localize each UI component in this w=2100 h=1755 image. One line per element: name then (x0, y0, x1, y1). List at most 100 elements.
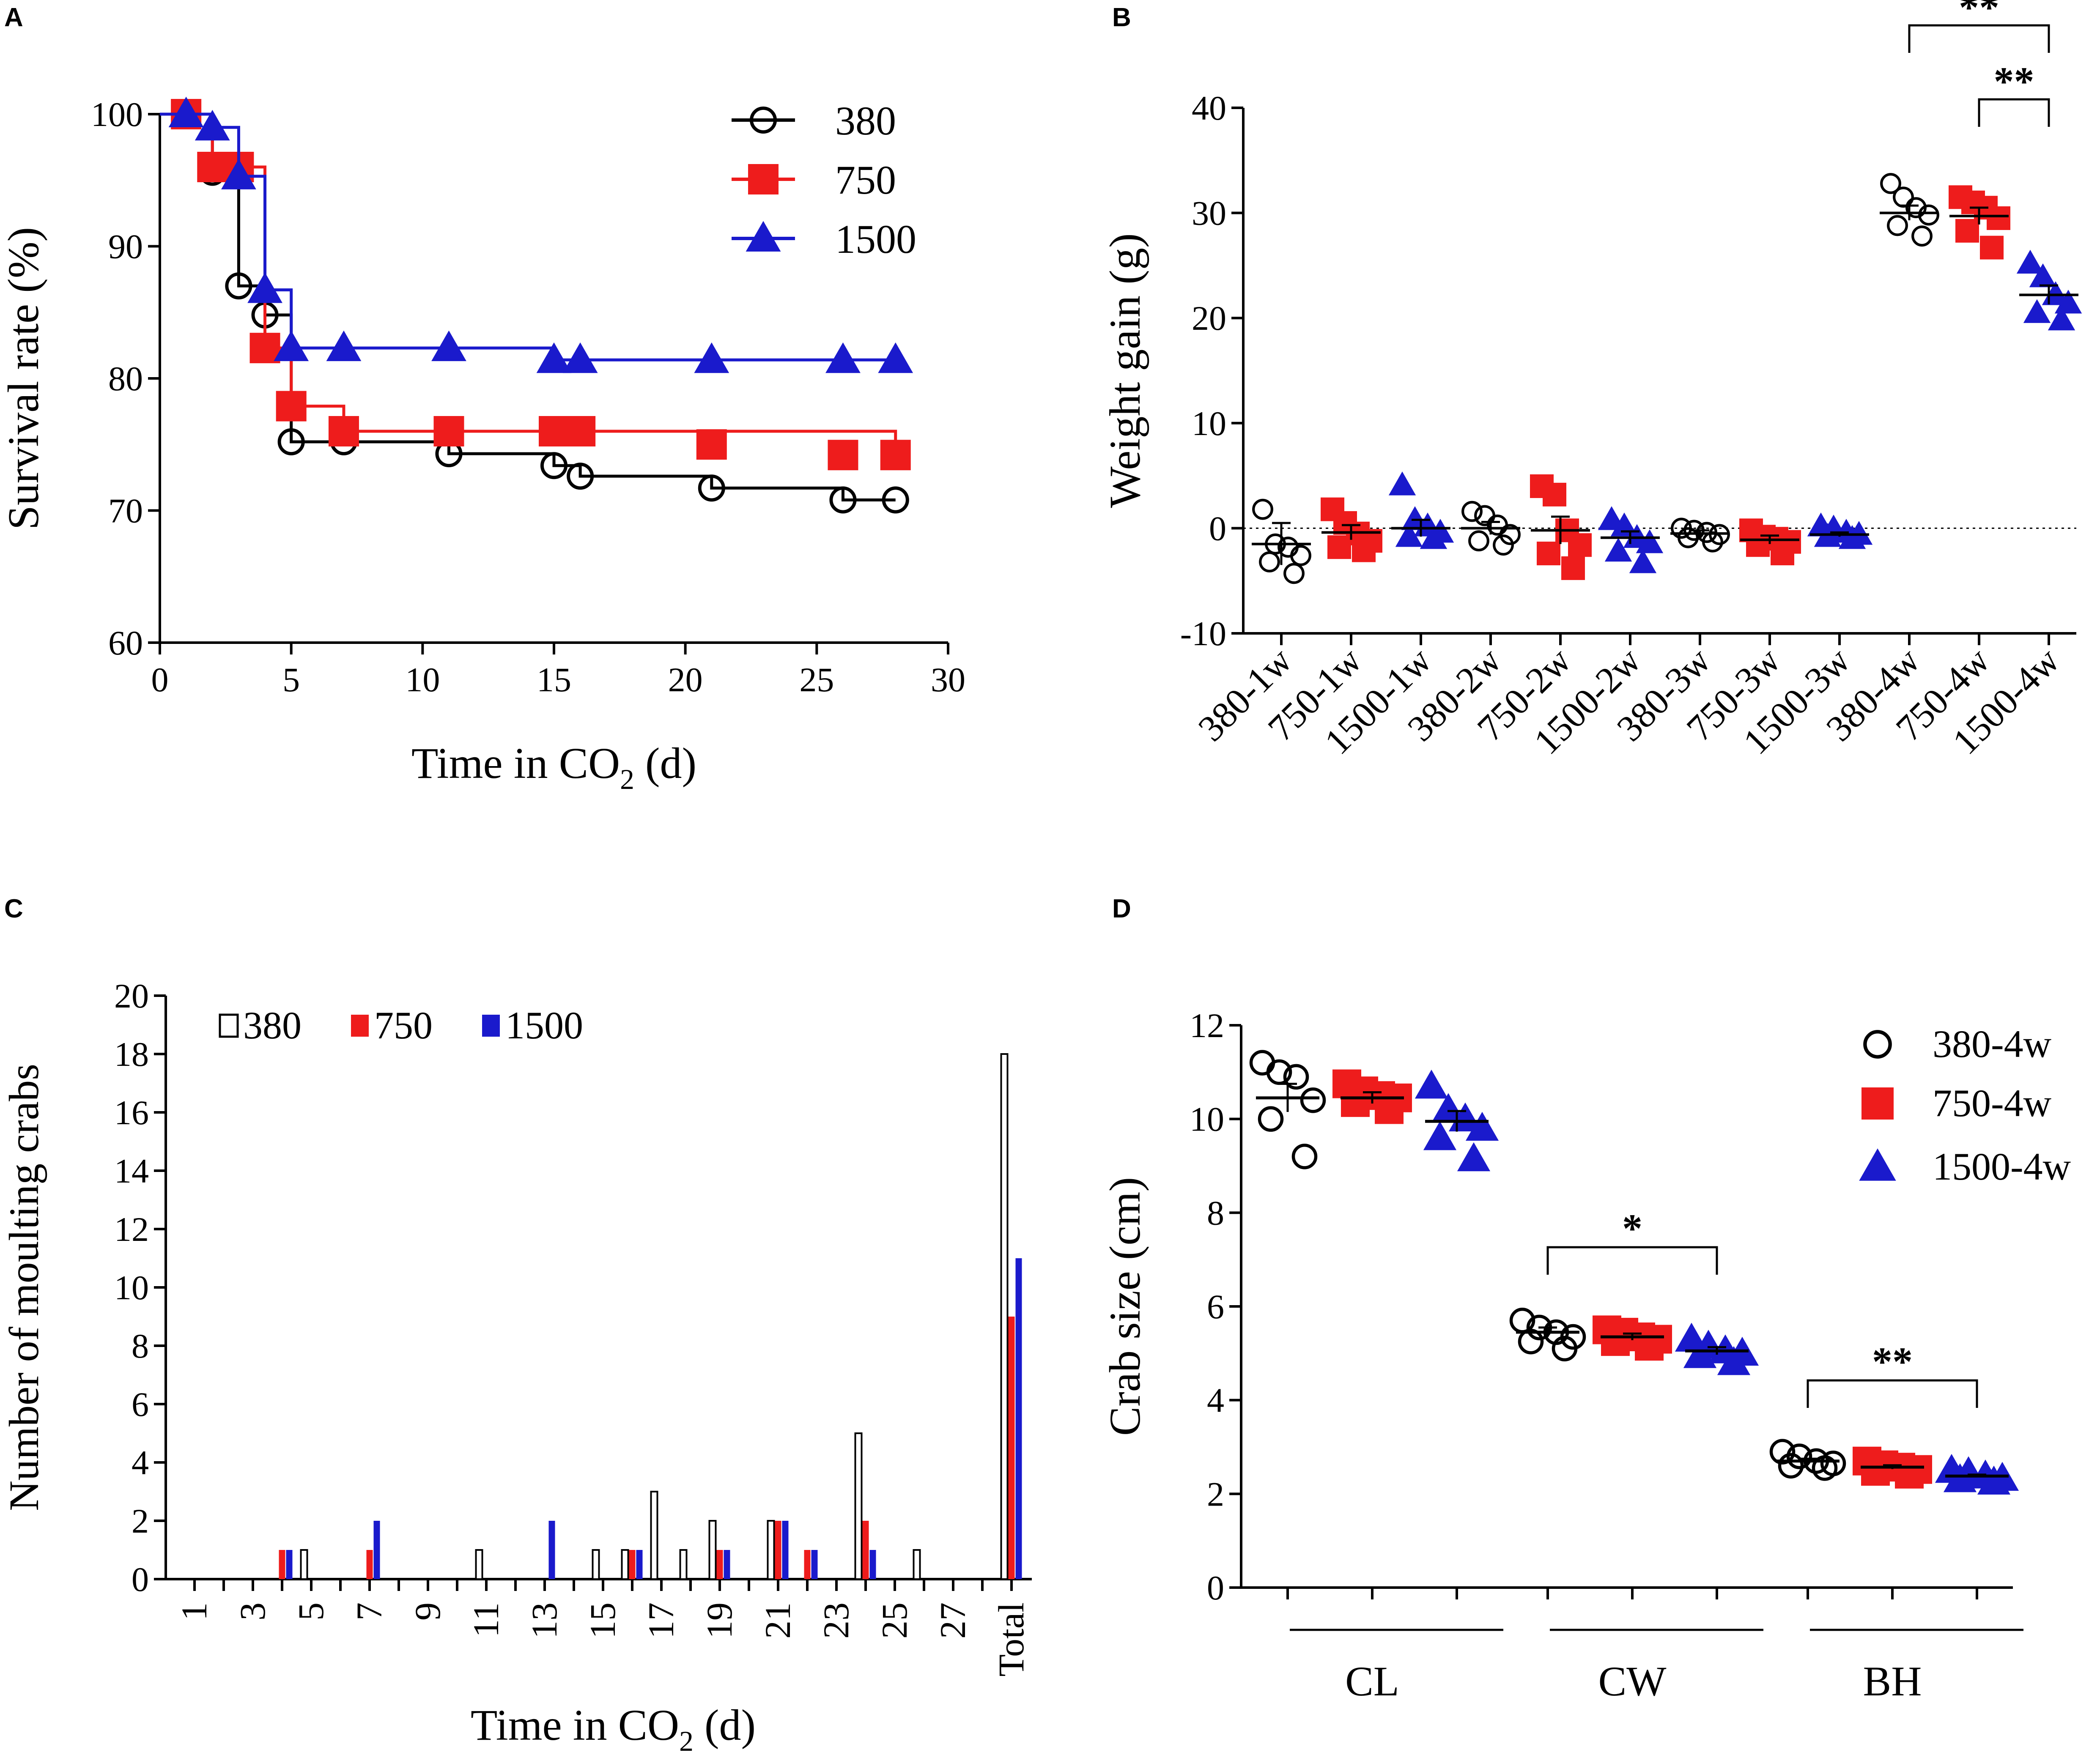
data-point-750 (1746, 533, 1770, 557)
data-point-750 (1352, 538, 1376, 562)
data-point-1500 (2016, 249, 2044, 274)
data-point-750 (1327, 535, 1351, 559)
legend-marker-1500-4w (1859, 1148, 1896, 1181)
bar-1500 (548, 1521, 555, 1579)
significance-bracket (1807, 1379, 1978, 1408)
data-point-380 (1880, 173, 1901, 194)
x-tick-label: 19 (699, 1602, 740, 1639)
legend-marker-380 (749, 106, 777, 134)
data-point-750-4w (1895, 1459, 1924, 1489)
x-tick-label: 7 (349, 1602, 389, 1621)
y-tick-label: 4 (132, 1443, 149, 1482)
legend-label-1500: 1500 (835, 216, 916, 262)
legend-label-1500-4w: 1500-4w (1933, 1145, 2071, 1188)
data-point-750 (539, 416, 569, 446)
panel-letter-d: D (1112, 894, 1131, 923)
data-point-1500-4w (1977, 1465, 2011, 1495)
data-point-1500 (825, 342, 861, 373)
data-point-1500 (1838, 525, 1866, 549)
data-point-1500-4w (1423, 1121, 1457, 1150)
y-tick-label: 14 (114, 1152, 149, 1190)
data-point-380-4w (1812, 1455, 1838, 1481)
data-point-1500 (247, 272, 282, 303)
y-tick-label: 100 (91, 95, 143, 134)
data-point-380 (277, 428, 305, 456)
bar-380 (475, 1549, 483, 1580)
survival-rate-chart: 60 70 80 90 100 0 5 10 15 20 25 30 Time in CO2 (d) Su… (0, 95, 965, 795)
bar-750 (716, 1550, 723, 1579)
bar-380 (708, 1520, 717, 1580)
data-point-750-4w (1375, 1095, 1404, 1124)
y-tick-label: 12 (114, 1210, 149, 1248)
data-point-380-4w (1552, 1336, 1578, 1362)
data-point-380 (567, 463, 594, 490)
data-point-1500 (562, 342, 598, 373)
legend-swatch-750 (351, 1015, 369, 1037)
data-point-1500 (221, 159, 256, 189)
legend-label-380-4w: 380-4w (1933, 1022, 2052, 1065)
data-point-750 (1980, 235, 2004, 260)
y-tick-label: 20 (114, 977, 149, 1015)
legend-marker-750 (748, 164, 779, 194)
y-tick-label: 30 (1192, 194, 1226, 233)
data-point-750 (249, 333, 280, 364)
x-tick-label: 9 (407, 1602, 448, 1621)
x-axis-title: Time in CO2 (d) (411, 739, 696, 795)
bar-1500 (724, 1550, 730, 1579)
data-point-380-4w (1778, 1453, 1804, 1479)
data-point-380-4w (1769, 1439, 1796, 1465)
data-point-380 (1461, 501, 1483, 522)
data-point-380-4w (1291, 1144, 1318, 1169)
legend-marker-1500 (746, 221, 781, 252)
data-point-750 (1537, 542, 1560, 566)
data-point-1500-4w (1465, 1112, 1499, 1141)
y-axis-title: Survival rate (%) (0, 227, 48, 530)
x-tick-label: 11 (466, 1602, 506, 1637)
group-label-CL: CL (1345, 1658, 1399, 1705)
data-point-1500 (694, 342, 729, 373)
data-point-1500 (1636, 529, 1664, 553)
data-point-1500 (431, 330, 466, 361)
data-point-750 (197, 152, 228, 182)
x-tick-label: 20 (668, 660, 703, 699)
data-point-380-4w (1518, 1328, 1544, 1355)
data-point-380 (1678, 527, 1699, 548)
data-point-380 (1893, 186, 1914, 208)
data-point-380 (829, 486, 857, 514)
bar-380 (650, 1491, 658, 1580)
significance-bracket (1546, 1246, 1718, 1275)
data-point-380 (1493, 534, 1514, 556)
data-point-1500 (2048, 306, 2075, 331)
survival-line-380 (160, 112, 896, 501)
x-tick-label: 1 (174, 1602, 214, 1621)
data-point-1500 (1420, 525, 1448, 549)
data-point-750 (1561, 556, 1585, 580)
y-tick-label: 16 (114, 1093, 149, 1132)
y-tick-label: 10 (1192, 404, 1226, 443)
data-point-1500 (1629, 549, 1657, 573)
y-tick-label: 6 (1207, 1287, 1224, 1326)
bar-1500 (1015, 1258, 1022, 1579)
bar-750 (1008, 1317, 1015, 1579)
data-point-380 (1290, 545, 1311, 566)
bar-750 (629, 1550, 636, 1579)
data-point-750 (696, 429, 727, 460)
bar-750 (804, 1550, 811, 1579)
data-point-1500 (168, 96, 204, 128)
data-point-380 (698, 474, 725, 502)
y-tick-label: 70 (108, 492, 143, 530)
significance-label: * (1622, 1206, 1642, 1251)
data-point-380 (1500, 524, 1521, 545)
data-point-1500 (1388, 471, 1416, 496)
x-tick-label: 25 (799, 660, 834, 699)
y-tick-label: 4 (1207, 1381, 1224, 1420)
bar-1500 (869, 1550, 876, 1579)
legend-label-1500: 1500 (505, 1004, 583, 1047)
data-point-380 (1259, 551, 1280, 572)
significance-bracket (1978, 98, 2050, 127)
data-point-1500 (326, 330, 362, 361)
y-tick-label: 80 (108, 359, 143, 398)
data-point-1500 (1604, 537, 1632, 562)
data-point-1500-4w (1943, 1463, 1977, 1492)
